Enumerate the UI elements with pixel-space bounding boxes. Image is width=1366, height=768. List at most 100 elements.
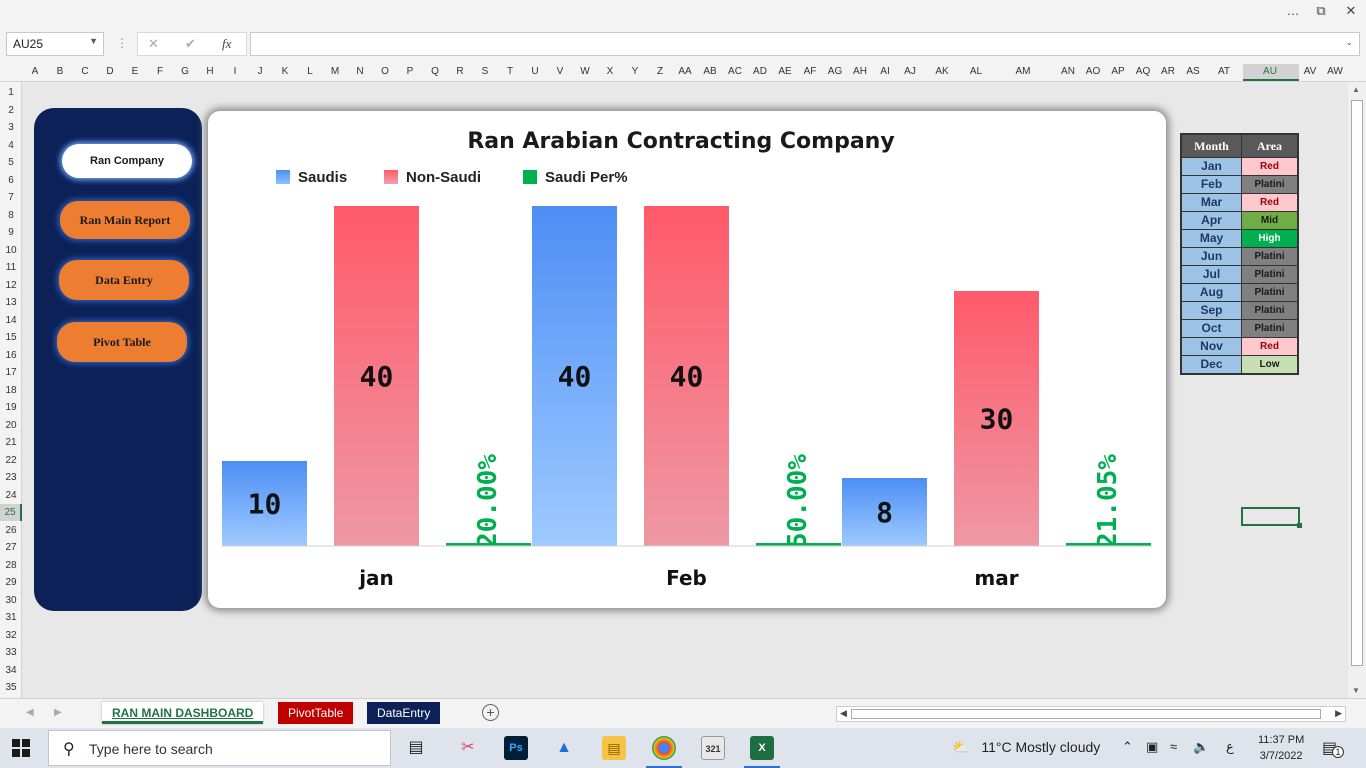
row-header-14[interactable]: 14 <box>5 314 17 326</box>
column-header-j[interactable]: J <box>257 66 263 77</box>
column-header-af[interactable]: AF <box>803 66 817 77</box>
scroll-right-icon[interactable]: ▶ <box>1335 708 1342 718</box>
row-header-2[interactable]: 2 <box>8 104 14 116</box>
vertical-scrollbar[interactable]: ▲ ▼ <box>1348 82 1366 698</box>
row-header-29[interactable]: 29 <box>5 577 17 588</box>
row-header-5[interactable]: 5 <box>8 157 14 168</box>
vector-app-icon[interactable]: ▲ <box>556 739 572 756</box>
row-header-15[interactable]: 15 <box>5 332 17 343</box>
column-header-p[interactable]: P <box>406 66 414 77</box>
notification-icon[interactable]: ▤ 1 <box>1322 738 1344 758</box>
volume-icon[interactable]: 🔈 <box>1193 739 1210 754</box>
meet-now-icon[interactable]: ▣ <box>1146 739 1159 754</box>
pivot-table-button[interactable]: Pivot Table <box>57 322 187 362</box>
row-header-8[interactable]: 8 <box>8 209 14 221</box>
column-header-s[interactable]: S <box>481 66 489 77</box>
area-cell[interactable]: Platini <box>1242 176 1297 193</box>
column-header-g[interactable]: G <box>181 66 189 77</box>
column-header-aw[interactable]: AW <box>1327 66 1343 77</box>
row-header-7[interactable]: 7 <box>8 192 14 203</box>
column-header-aj[interactable]: AJ <box>904 66 916 77</box>
row-header-30[interactable]: 30 <box>5 594 17 606</box>
column-header-ai[interactable]: AI <box>880 66 890 77</box>
vertical-scroll-thumb[interactable] <box>1351 100 1363 666</box>
weather-widget[interactable]: ⛅ 11°C Mostly cloudy <box>952 739 1100 756</box>
area-cell[interactable]: Platini <box>1242 266 1297 283</box>
column-header-am[interactable]: AM <box>1015 66 1031 77</box>
column-header-z[interactable]: Z <box>656 66 664 77</box>
area-cell[interactable]: Platini <box>1242 320 1297 337</box>
column-header-v[interactable]: V <box>556 66 564 77</box>
column-header-av[interactable]: AV <box>1303 66 1317 77</box>
bar-saudis-feb[interactable] <box>532 206 617 546</box>
excel-icon[interactable]: X <box>744 736 780 768</box>
scroll-down-icon[interactable]: ▼ <box>1352 686 1360 695</box>
column-header-k[interactable]: K <box>281 66 289 77</box>
row-header-10[interactable]: 10 <box>5 244 17 256</box>
column-header-f[interactable]: F <box>156 66 164 77</box>
row-header-34[interactable]: 34 <box>5 664 17 676</box>
column-header-c[interactable]: C <box>81 66 89 77</box>
month-cell[interactable]: Mar <box>1182 194 1242 211</box>
column-header-h[interactable]: H <box>206 66 214 77</box>
data-entry-button[interactable]: Data Entry <box>59 260 189 300</box>
column-header-l[interactable]: L <box>307 66 313 77</box>
row-header-17[interactable]: 17 <box>5 367 17 378</box>
name-box[interactable]: AU25 ▼ <box>6 32 104 56</box>
column-header-at[interactable]: AT <box>1217 66 1231 77</box>
column-header-ad[interactable]: AD <box>753 66 767 77</box>
column-header-ag[interactable]: AG <box>827 66 843 77</box>
tab-pivottable[interactable]: PivotTable <box>278 702 354 724</box>
photoshop-icon[interactable]: Ps <box>504 736 528 760</box>
row-header-24[interactable]: 24 <box>5 489 17 501</box>
column-header-ap[interactable]: AP <box>1111 66 1125 77</box>
bar-non-saudi-mar[interactable] <box>954 291 1039 546</box>
month-cell[interactable]: Nov <box>1182 338 1242 355</box>
bar-saudi-per--jan[interactable] <box>446 543 531 546</box>
column-header-q[interactable]: Q <box>431 66 439 77</box>
row-header-19[interactable]: 19 <box>5 402 17 413</box>
row-header-33[interactable]: 33 <box>5 647 17 658</box>
column-header-au[interactable]: AU <box>1263 66 1277 77</box>
selected-cell[interactable] <box>1241 507 1302 528</box>
area-cell[interactable]: Platini <box>1242 284 1297 301</box>
scroll-left-icon[interactable]: ◀ <box>840 708 847 718</box>
windows-start-icon[interactable] <box>12 739 30 757</box>
column-header-ao[interactable]: AO <box>1085 66 1101 77</box>
row-header-27[interactable]: 27 <box>5 542 17 553</box>
scroll-up-icon[interactable]: ▲ <box>1352 85 1360 94</box>
add-sheet-icon[interactable]: + <box>482 704 499 721</box>
row-header-21[interactable]: 21 <box>5 437 17 448</box>
column-header-an[interactable]: AN <box>1061 66 1075 77</box>
area-cell[interactable]: Mid <box>1242 212 1297 229</box>
system-clock[interactable]: 11:37 PM 3/7/2022 <box>1258 732 1304 764</box>
row-header-9[interactable]: 9 <box>8 227 14 238</box>
column-header-a[interactable]: A <box>31 66 39 77</box>
row-header-31[interactable]: 31 <box>5 612 17 623</box>
ran-main-report-button[interactable]: Ran Main Report <box>60 201 190 239</box>
file-explorer-icon[interactable]: ▤ <box>602 736 626 760</box>
restore-icon[interactable]: ⧉ <box>1316 3 1326 18</box>
month-cell[interactable]: Jul <box>1182 266 1242 283</box>
tab-scroll-left-icon[interactable]: ◀ <box>26 707 34 718</box>
expand-formula-icon[interactable]: ⌄ <box>1345 37 1353 47</box>
column-header-r[interactable]: R <box>456 66 464 77</box>
column-header-ak[interactable]: AK <box>935 66 949 77</box>
tab-dataentry[interactable]: DataEntry <box>367 702 441 724</box>
month-cell[interactable]: Jan <box>1182 158 1242 175</box>
column-header-e[interactable]: E <box>131 66 139 77</box>
more-options-icon[interactable]: … <box>1286 3 1300 18</box>
row-header-26[interactable]: 26 <box>5 524 17 536</box>
column-header-al[interactable]: AL <box>969 66 983 77</box>
column-header-aq[interactable]: AQ <box>1135 66 1151 77</box>
bar-saudi-per--feb[interactable] <box>756 543 841 546</box>
bar-non-saudi-feb[interactable] <box>644 206 729 546</box>
row-header-28[interactable]: 28 <box>5 559 17 571</box>
column-header-w[interactable]: W <box>580 66 590 77</box>
column-header-t[interactable]: T <box>506 66 514 77</box>
column-header-x[interactable]: X <box>606 66 614 77</box>
column-header-aa[interactable]: AA <box>678 66 692 77</box>
show-hidden-icons[interactable]: ⌃ <box>1122 739 1133 754</box>
column-header-o[interactable]: O <box>381 66 389 77</box>
area-cell[interactable]: Red <box>1242 194 1297 211</box>
